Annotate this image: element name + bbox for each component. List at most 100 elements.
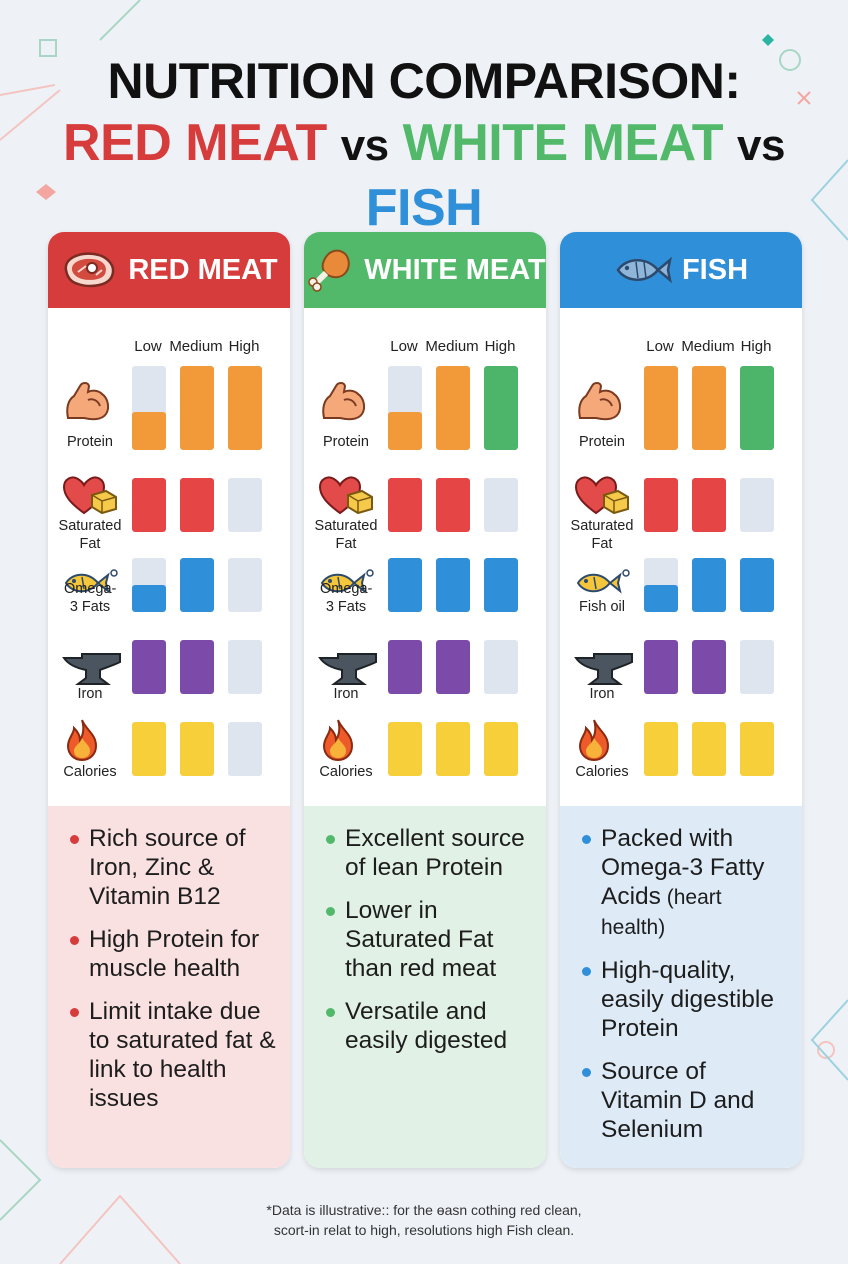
card-header: RED MEAT — [48, 232, 290, 308]
bar-fill — [132, 412, 166, 450]
nutrient-label: Protein — [67, 434, 113, 450]
level-bar-low — [388, 722, 422, 776]
highlight-text: Versatile and easily digested — [345, 998, 508, 1054]
level-label-low: Low — [134, 338, 162, 355]
level-bar-high — [484, 366, 518, 450]
highlight-item: Excellent source of lean Protein — [326, 824, 532, 882]
subtitle-white-meat: WHITE MEAT — [402, 114, 724, 172]
flexed-bicep-icon — [574, 378, 632, 422]
nutrient-label: Omega-3 Fats — [320, 581, 373, 615]
highlight-item: High Protein for muscle health — [70, 925, 276, 983]
card-red-meat: RED MEAT Low Medium High Protein Saturated Fa… — [48, 232, 290, 1168]
bar-fill — [180, 640, 214, 694]
bar-fill — [180, 722, 214, 776]
level-bar-low — [132, 722, 166, 776]
anvil-icon — [574, 650, 633, 694]
subtitle-fish: FISH — [365, 179, 483, 237]
level-bar-high — [228, 366, 262, 450]
bullet-dot — [582, 1068, 591, 1077]
steak-icon — [60, 248, 118, 292]
bar-fill — [388, 412, 422, 450]
bar-fill — [388, 478, 422, 532]
bullet-dot — [326, 835, 335, 844]
level-bar-medium — [692, 722, 726, 776]
level-bar-low — [132, 558, 166, 612]
heart-butter-icon — [62, 473, 120, 517]
highlight-item: Packed with Omega-3 Fatty Acids (heart h… — [582, 824, 788, 942]
level-bar-medium — [180, 558, 214, 612]
level-bar-medium — [180, 478, 214, 532]
bar-fill — [692, 640, 726, 694]
bar-fill — [740, 558, 774, 612]
bar-fill — [436, 640, 470, 694]
highlight-item: Versatile and easily digested — [326, 997, 532, 1055]
highlight-item: Lower in Saturated Fat than red meat — [326, 896, 532, 983]
bar-fill — [644, 640, 678, 694]
bar-fill — [644, 585, 678, 612]
nutrient-bar-chart: Low Medium High Protein Saturated Fat Omega-3… — [48, 308, 290, 806]
footnote: *Data is illustrative:: for the ɵasn cot… — [0, 1200, 848, 1240]
bar-fill — [436, 722, 470, 776]
level-bar-high — [484, 558, 518, 612]
level-bar-low — [132, 640, 166, 694]
level-bar-low — [132, 366, 166, 450]
level-bar-medium — [180, 640, 214, 694]
level-bar-medium — [436, 366, 470, 450]
level-bar-high — [740, 478, 774, 532]
bar-fill — [228, 366, 262, 450]
level-bar-low — [644, 722, 678, 776]
bar-fill — [388, 640, 422, 694]
level-bar-low — [388, 366, 422, 450]
footnote-line-1: *Data is illustrative:: for the ɵasn cot… — [266, 1202, 582, 1218]
card-header: WHITE MEAT — [304, 232, 546, 308]
level-label-medium: Medium — [169, 338, 223, 355]
level-bar-medium — [180, 722, 214, 776]
bar-fill — [692, 478, 726, 532]
fish-icon — [318, 565, 376, 609]
level-bar-medium — [692, 558, 726, 612]
bar-fill — [644, 366, 678, 450]
level-label-high: High — [740, 338, 772, 355]
highlight-text: Packed with Omega-3 Fatty Acids (heart h… — [601, 825, 765, 939]
highlight-text: High-quality, easily digestible Protein — [601, 957, 774, 1042]
bar-fill — [132, 722, 166, 776]
page-title: NUTRITION COMPARISON: — [107, 53, 741, 109]
bar-fill — [180, 558, 214, 612]
nutrient-label: Fish oil — [579, 599, 625, 615]
bar-fill — [436, 478, 470, 532]
card-title: WHITE MEAT — [364, 253, 546, 286]
nutrient-bar-chart: Low Medium High Protein Saturated Fat Fish oi… — [560, 308, 802, 806]
level-bar-high — [228, 722, 262, 776]
chicken-leg-icon — [304, 245, 354, 295]
level-bar-low — [644, 558, 678, 612]
fish-icon — [574, 565, 632, 609]
level-label-low: Low — [390, 338, 418, 355]
highlight-text: Source of Vitamin D and Selenium — [601, 1058, 755, 1143]
nutrient-label: Protein — [323, 434, 369, 450]
level-bar-low — [388, 640, 422, 694]
bar-fill — [692, 366, 726, 450]
level-bar-low — [644, 640, 678, 694]
level-bar-medium — [436, 478, 470, 532]
level-label-medium: Medium — [681, 338, 735, 355]
nutrient-label: Calories — [63, 764, 117, 780]
flame-icon — [318, 718, 376, 762]
subtitle-red-meat: RED MEAT — [63, 114, 327, 172]
flame-icon — [574, 718, 632, 762]
level-bar-medium — [180, 366, 214, 450]
bar-fill — [644, 478, 678, 532]
level-bar-medium — [436, 722, 470, 776]
anvil-icon — [318, 650, 377, 694]
nutrient-label: Calories — [575, 764, 629, 780]
level-bar-high — [740, 722, 774, 776]
level-bar-high — [740, 558, 774, 612]
highlights-list: Excellent source of lean Protein Lower in… — [304, 806, 546, 1168]
highlight-text: Excellent source of lean Protein — [345, 825, 525, 881]
highlight-text: Rich source of Iron, Zinc & Vitamin B12 — [89, 825, 246, 910]
level-bar-medium — [436, 640, 470, 694]
bar-fill — [388, 722, 422, 776]
nutrient-label: Calories — [319, 764, 373, 780]
fish-icon — [62, 565, 120, 609]
level-bar-medium — [692, 640, 726, 694]
highlight-item: Limit intake due to saturated fat & link… — [70, 997, 276, 1113]
